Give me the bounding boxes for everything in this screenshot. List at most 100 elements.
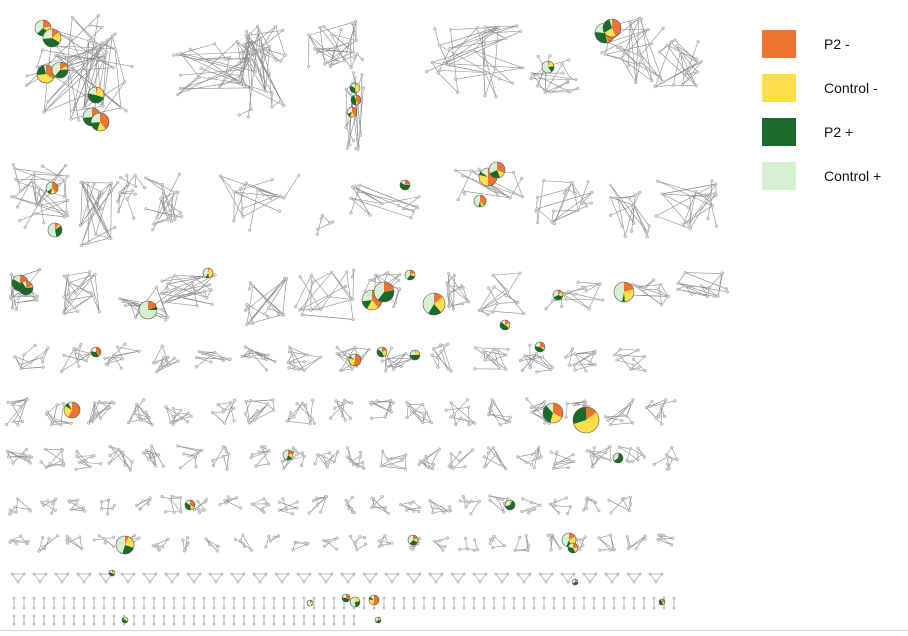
network-edge <box>219 75 241 87</box>
network-edge <box>686 41 699 74</box>
network-edge <box>255 450 270 467</box>
network-node <box>257 70 262 74</box>
network-edge <box>386 358 413 368</box>
network-node <box>550 220 554 224</box>
network-node <box>631 357 636 361</box>
network-node <box>603 415 608 419</box>
pie-outline <box>348 353 362 367</box>
pie-slice <box>409 540 418 546</box>
network-edge <box>79 456 92 463</box>
network-node <box>10 572 14 576</box>
network-node <box>418 505 422 510</box>
pie-slice <box>116 536 125 554</box>
network-node <box>179 510 183 514</box>
network-node <box>252 572 256 576</box>
network-edge <box>640 61 661 78</box>
pie-node <box>138 300 158 320</box>
network-node <box>128 468 132 472</box>
network-edge <box>616 349 639 361</box>
network-node <box>632 596 636 600</box>
network-node <box>241 215 245 219</box>
network-node <box>165 287 169 291</box>
network-node <box>322 606 326 610</box>
network-node <box>411 500 416 504</box>
network-node <box>539 455 543 459</box>
network-node <box>52 614 56 618</box>
network-node <box>628 544 633 548</box>
network-node <box>123 463 127 467</box>
network-edge <box>325 573 333 583</box>
network-node <box>32 172 36 176</box>
network-node <box>164 318 168 322</box>
network-node <box>135 402 139 406</box>
network-edge <box>534 447 540 468</box>
network-node <box>433 539 437 544</box>
network-edge <box>643 279 654 288</box>
network-edge <box>340 406 346 421</box>
network-node <box>98 572 102 576</box>
network-node <box>239 186 243 191</box>
network-edge <box>489 500 504 513</box>
network-node <box>350 507 354 511</box>
network-node <box>476 548 480 552</box>
network-node <box>60 459 64 463</box>
network-edge <box>610 197 623 227</box>
network-edge <box>121 573 129 583</box>
network-edge <box>406 404 423 418</box>
network-edge <box>621 58 637 83</box>
network-node <box>162 300 166 304</box>
network-node <box>390 580 394 584</box>
network-edge <box>617 198 626 237</box>
network-node <box>448 290 452 294</box>
network-node <box>687 223 691 227</box>
network-node <box>292 614 296 618</box>
network-node <box>592 446 596 450</box>
network-edge <box>662 193 689 208</box>
network-node <box>483 64 487 68</box>
network-node <box>232 606 236 610</box>
network-node <box>96 14 100 18</box>
network-node <box>400 458 404 463</box>
network-node <box>245 303 249 307</box>
network-edge <box>619 446 638 460</box>
network-edge <box>429 449 440 468</box>
pie-slice <box>415 350 420 355</box>
network-node <box>242 84 246 88</box>
pie-node <box>499 319 511 331</box>
network-node <box>10 306 15 310</box>
network-node <box>273 359 277 364</box>
network-node <box>368 278 372 282</box>
network-edge <box>660 407 663 424</box>
pie-outline <box>90 112 110 132</box>
network-edge <box>292 353 296 369</box>
legend-item-p2-positive: P2 + <box>762 118 902 162</box>
network-node <box>66 198 70 203</box>
network-edge <box>135 307 140 318</box>
network-node <box>155 215 159 219</box>
network-node <box>84 460 88 464</box>
network-node <box>162 210 166 214</box>
network-node <box>262 54 266 59</box>
network-node <box>113 225 117 229</box>
network-edge <box>107 500 109 514</box>
network-node <box>22 572 26 576</box>
network-node <box>343 284 348 289</box>
network-node <box>250 502 254 506</box>
network-edge <box>661 193 690 226</box>
network-node <box>462 596 466 600</box>
network-edge <box>610 185 634 224</box>
network-node <box>244 33 248 38</box>
network-edge <box>128 417 150 423</box>
network-edge <box>484 26 506 39</box>
network-node <box>658 290 662 294</box>
network-edge <box>483 350 499 368</box>
network-node <box>297 173 301 177</box>
network-edge <box>71 509 85 512</box>
network-edge <box>473 49 513 84</box>
pie-node <box>602 18 622 38</box>
network-node <box>632 580 636 584</box>
network-node <box>645 230 649 234</box>
network-node <box>504 353 508 357</box>
network-node <box>370 505 374 509</box>
network-edge <box>485 25 517 28</box>
